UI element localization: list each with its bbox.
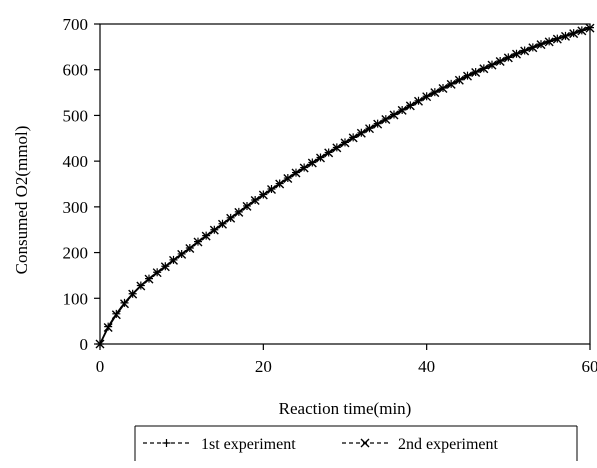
y-tick-label-6: 600 <box>63 61 89 80</box>
series-layer <box>96 24 594 348</box>
y-tick-label-2: 200 <box>63 244 89 263</box>
y-tick-label-1: 100 <box>63 289 89 308</box>
legend-label-1: 1st experiment <box>201 436 296 453</box>
series-1 <box>96 24 594 348</box>
x-tick-label-1: 20 <box>255 357 272 376</box>
axes-layer: 0 100 200 300 400 500 600 700 0 20 40 60 <box>63 15 597 376</box>
y-tick-label-4: 400 <box>63 152 89 171</box>
x-tick-label-2: 40 <box>418 357 435 376</box>
y-tick-label-0: 0 <box>80 335 89 354</box>
series-2-line <box>100 28 590 344</box>
y-tick-label-5: 500 <box>63 106 89 125</box>
x-tick-label-0: 0 <box>96 357 105 376</box>
x-tick-label-3: 60 <box>582 357 597 376</box>
legend-marker-2 <box>361 439 369 447</box>
x-axis-label: Reaction time(min) <box>279 399 412 418</box>
y-axis-label: Consumed O2(mmol) <box>12 126 31 275</box>
plot-area <box>100 24 590 344</box>
legend: 1st experiment 2nd experiment <box>135 426 577 461</box>
y-tick-label-3: 300 <box>63 198 89 217</box>
plot-frame <box>100 24 590 344</box>
legend-label-2: 2nd experiment <box>398 436 499 453</box>
y-tick-label-7: 700 <box>63 15 89 34</box>
legend-marker-1 <box>163 439 171 447</box>
series-2 <box>96 24 594 348</box>
series-1-line <box>100 28 590 344</box>
